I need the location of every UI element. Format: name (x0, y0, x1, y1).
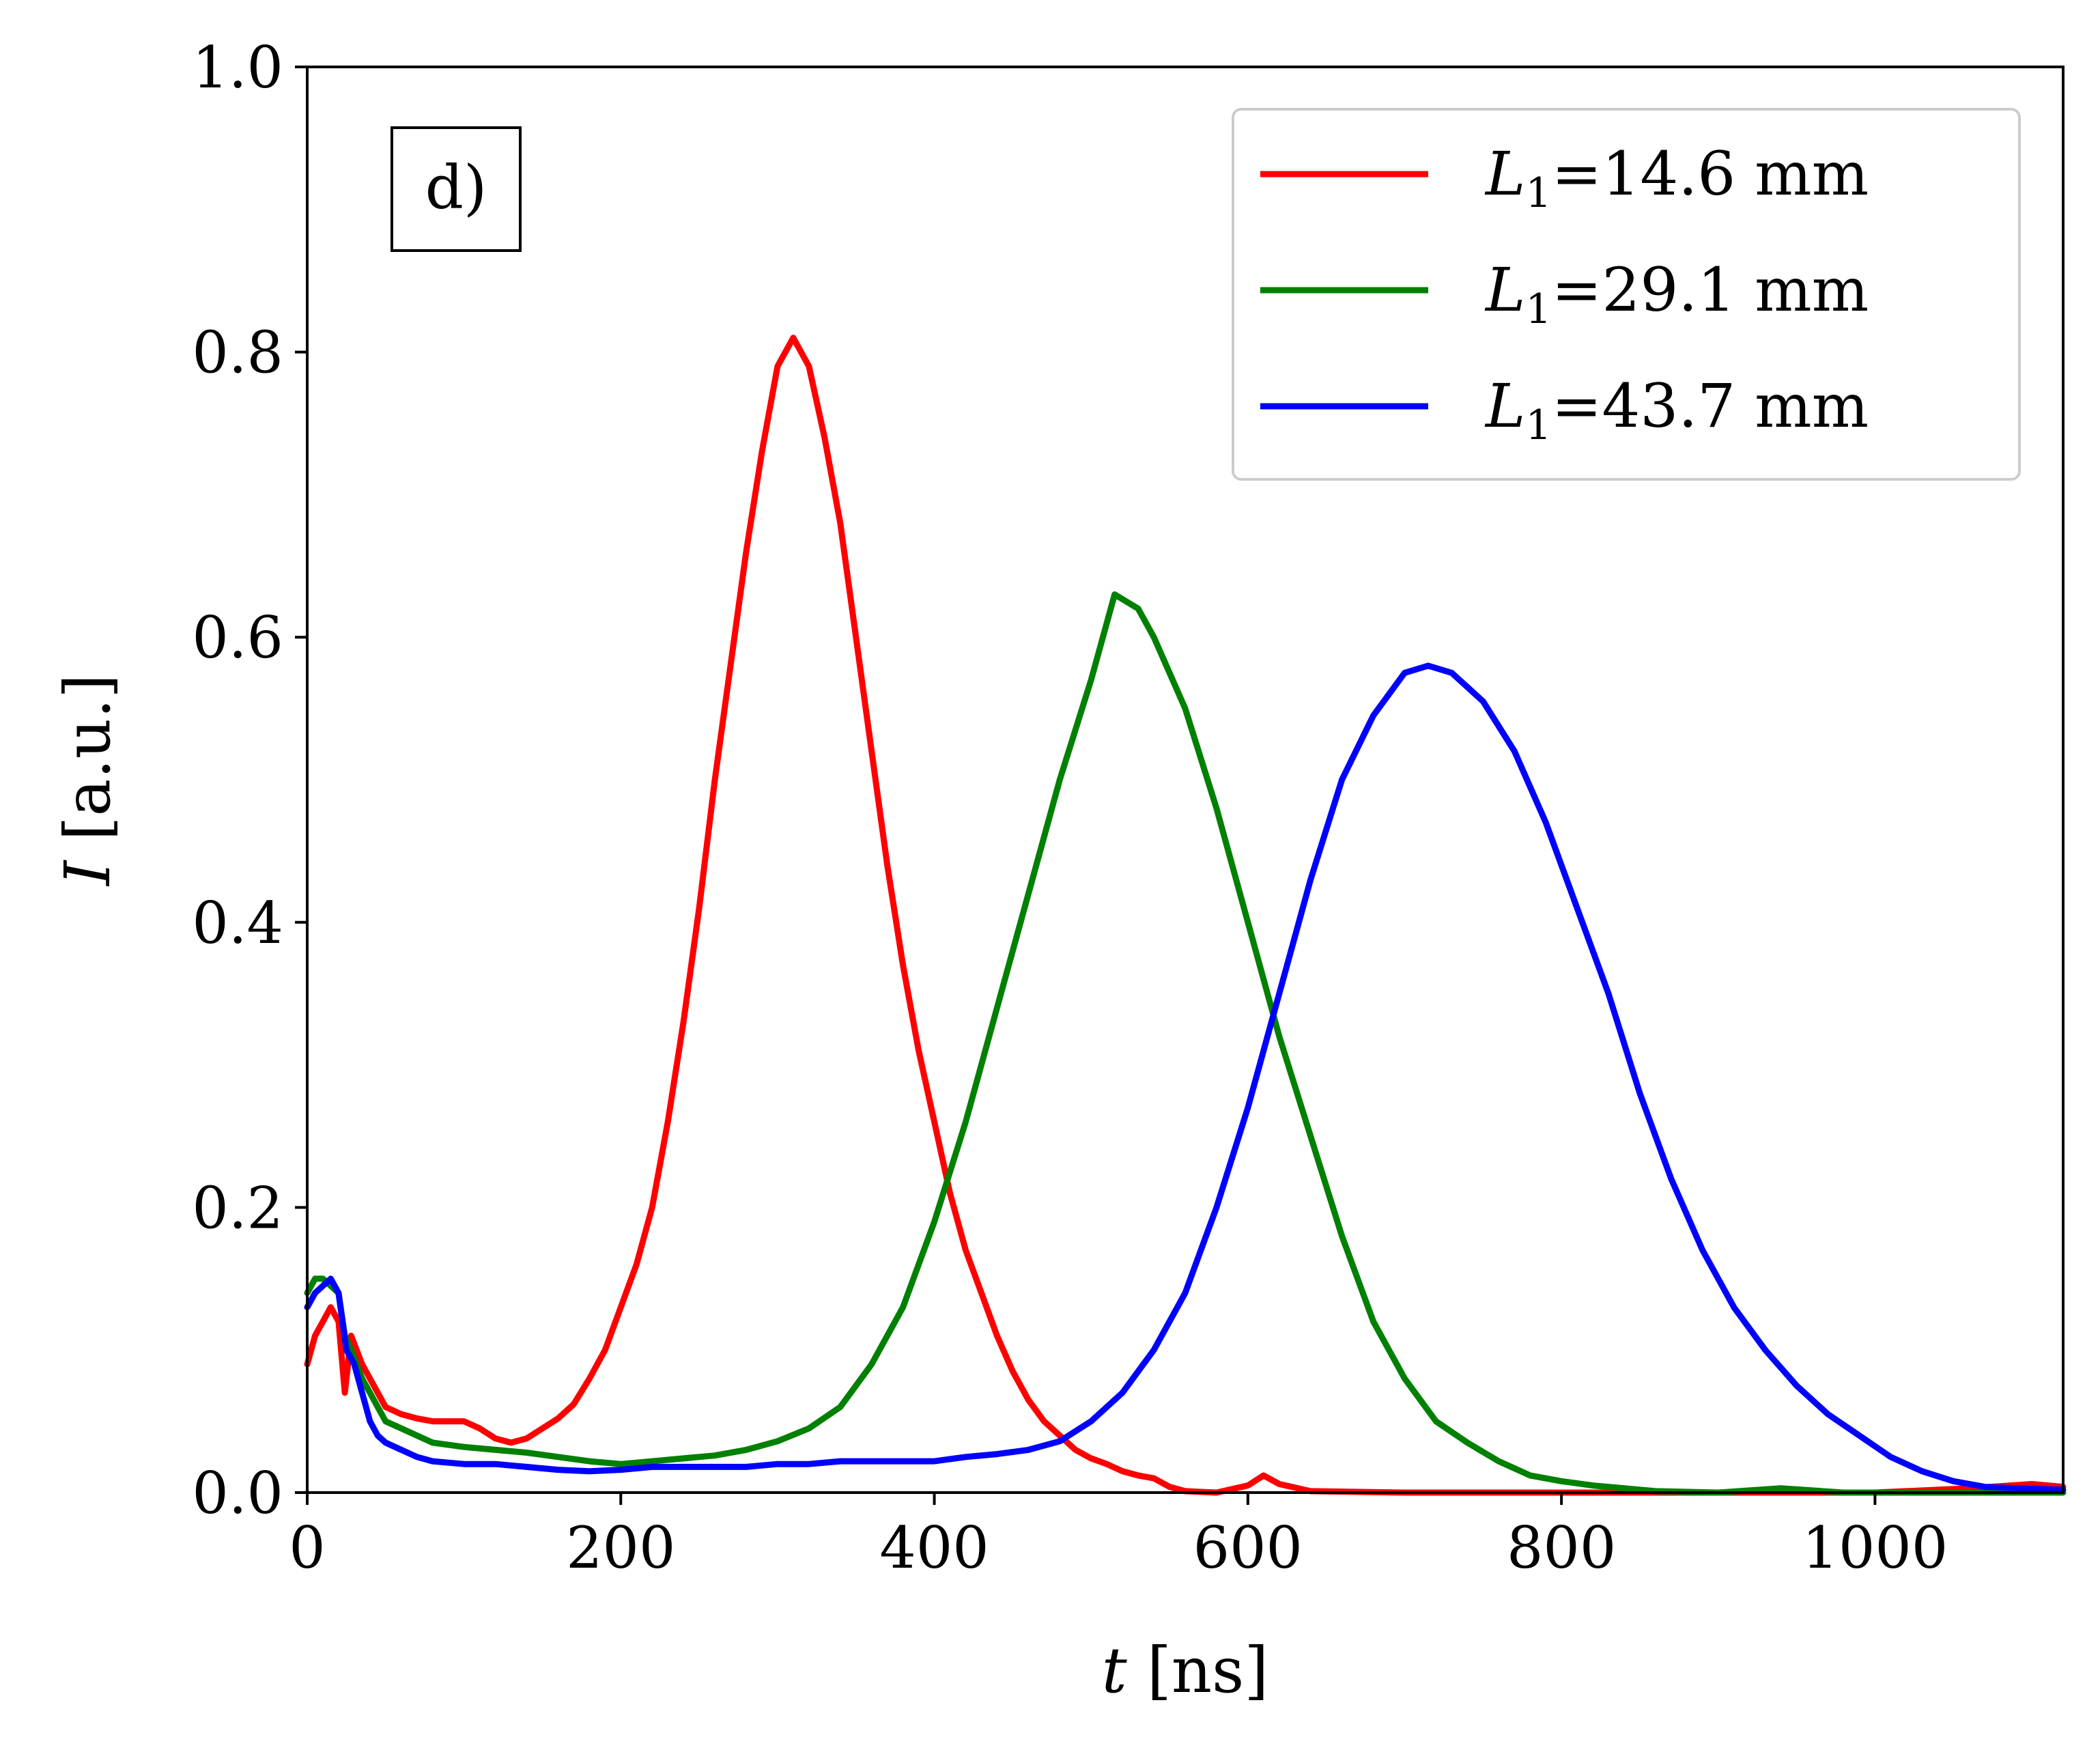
y-axis-title: I [a.u.] (51, 674, 124, 887)
x-axis-ticks: 0 200 400 600 800 1000 (289, 1493, 1948, 1581)
legend-box (1232, 108, 2021, 481)
x-tick-label: 800 (1507, 1514, 1616, 1581)
legend: L1=14.6 mm L1=29.1 mm L1=43.7 mm (1232, 108, 2021, 481)
panel-label-box (391, 126, 522, 252)
panel-label-text: d) (425, 152, 487, 223)
plot-frame (306, 66, 2064, 1494)
y-tick-label: 0.4 (192, 890, 283, 957)
series-line-1 (304, 335, 2067, 1496)
legend-label-2: L1=29.1 mm (1484, 255, 1869, 333)
x-tick-label: 600 (1193, 1514, 1303, 1581)
x-tick-label: 200 (566, 1514, 675, 1581)
y-tick-label: 0.2 (192, 1174, 283, 1241)
y-tick-label: 0.0 (192, 1460, 283, 1527)
legend-label-3: L1=43.7 mm (1484, 371, 1869, 449)
x-tick-label: 1000 (1802, 1514, 1948, 1581)
y-tick-label: 0.8 (192, 320, 283, 386)
series-line-2 (304, 591, 2067, 1496)
legend-label-1: L1=14.6 mm (1484, 139, 1869, 217)
panel-label: d) (391, 126, 522, 252)
x-axis-title: t [ns] (1102, 1634, 1268, 1707)
series-layer (304, 335, 2067, 1496)
x-tick-label: 400 (879, 1514, 989, 1581)
y-tick-label: 0.6 (192, 604, 283, 671)
x-tick-label: 0 (289, 1514, 325, 1581)
y-tick-label: 1.0 (192, 34, 283, 101)
series-line-3 (304, 662, 2067, 1493)
y-axis-ticks: 0.0 0.2 0.4 0.6 0.8 1.0 (192, 34, 307, 1527)
